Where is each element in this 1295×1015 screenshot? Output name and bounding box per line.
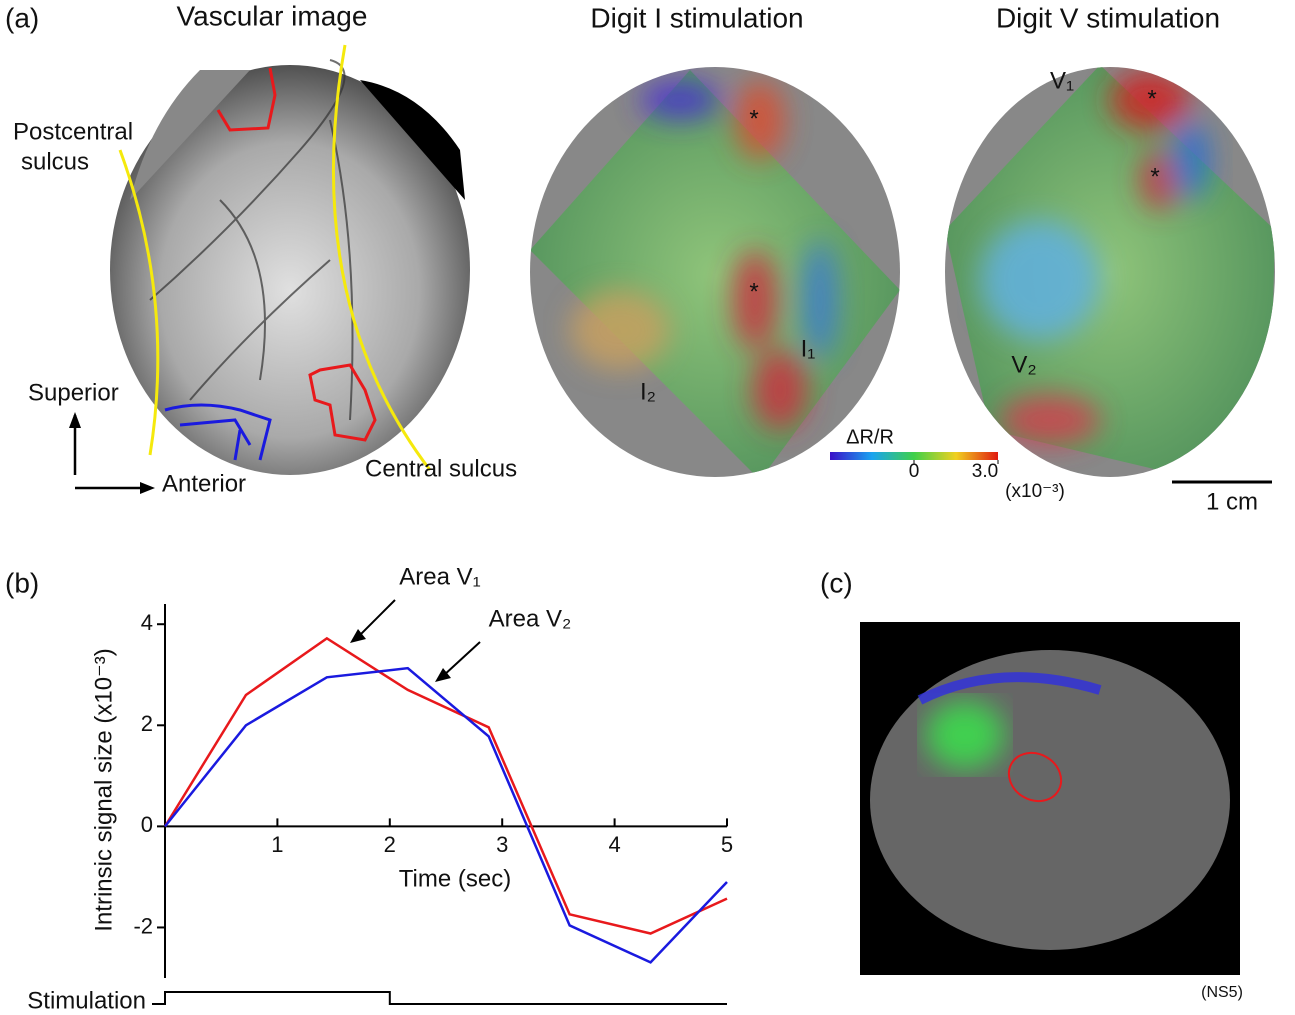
annotation-arrow xyxy=(357,599,396,638)
brain-image xyxy=(860,622,1240,975)
marker: * xyxy=(1150,163,1159,190)
marker: * xyxy=(1147,85,1156,112)
annotation: Superior xyxy=(28,379,119,406)
y-tick-label: 0 xyxy=(141,812,153,837)
x-tick-label: 5 xyxy=(721,832,733,857)
note: (NS5) xyxy=(1201,984,1243,1001)
marker: * xyxy=(749,105,758,132)
x-tick-label: 2 xyxy=(384,832,396,857)
colorbar-tick-label: 0 xyxy=(909,461,920,482)
y-tick-label: 2 xyxy=(141,711,153,736)
area-label: V₁ xyxy=(1050,67,1074,94)
x-tick-label: 4 xyxy=(608,832,620,857)
digit5-map xyxy=(945,67,1275,477)
annotation: Anterior xyxy=(162,470,246,497)
x-tick-label: 3 xyxy=(496,832,508,857)
series-line xyxy=(163,636,728,935)
panel-label: (a) xyxy=(5,2,39,33)
annotation-arrow xyxy=(442,641,481,677)
arrow-head xyxy=(435,668,451,682)
colorbar-unit: (x10⁻³) xyxy=(1005,481,1065,502)
panel-title: Digit V stimulation xyxy=(996,2,1220,33)
area-label: I₁ xyxy=(801,335,816,362)
y-axis-label: Intrinsic signal size (x10⁻³) xyxy=(90,648,117,931)
annotation: sulcus xyxy=(21,148,89,175)
series-annotation: Area V₂ xyxy=(489,605,572,632)
y-tick-label: -2 xyxy=(133,913,153,938)
annotation: Postcentral xyxy=(13,118,133,145)
series-annotation: Area V₁ xyxy=(399,563,480,590)
colorbar-title: ΔR/R xyxy=(846,426,894,448)
digit1-map xyxy=(530,67,900,477)
area-label: I₂ xyxy=(640,378,656,405)
stimulation-trace xyxy=(152,991,727,1005)
panel-label: (c) xyxy=(820,567,853,598)
marker: * xyxy=(749,278,758,305)
panel-label: (b) xyxy=(5,567,39,598)
panel-title: Digit I stimulation xyxy=(590,2,803,33)
x-tick-label: 1 xyxy=(271,832,283,857)
panel-title: Vascular image xyxy=(177,0,368,31)
colorbar-tick-label: 3.0 xyxy=(972,461,998,482)
colorbar xyxy=(830,452,998,460)
x-axis-label: Time (sec) xyxy=(399,865,511,892)
scale-label: 1 cm xyxy=(1206,488,1258,515)
vascular-image xyxy=(69,44,470,494)
area-label: V₂ xyxy=(1011,351,1036,378)
arrow-head xyxy=(350,629,366,643)
annotation: Central sulcus xyxy=(365,455,517,482)
series-line xyxy=(164,666,728,964)
y-tick-label: 4 xyxy=(141,610,153,635)
stimulation-label: Stimulation xyxy=(27,987,146,1014)
